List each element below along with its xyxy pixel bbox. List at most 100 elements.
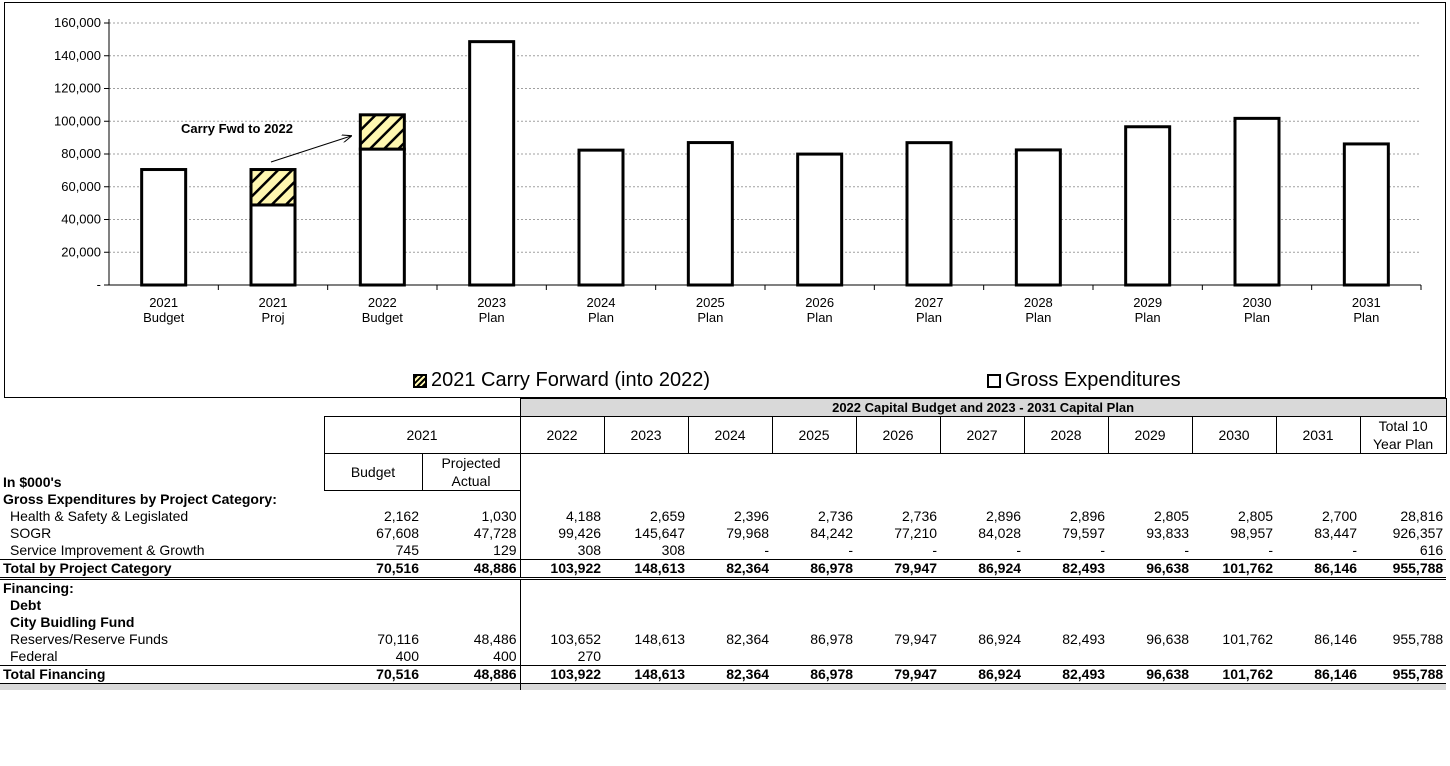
cell-value: 955,788: [1360, 559, 1447, 580]
cell-value: 308: [661, 542, 686, 558]
cell-value: 79,597: [1062, 525, 1106, 541]
table-row: Debt: [0, 597, 1446, 614]
cell-value: [688, 597, 772, 614]
cell-value: 47,728: [473, 525, 517, 541]
cell-value: [1192, 579, 1276, 598]
cell-value: [688, 491, 772, 509]
year-header: 2030: [1191, 416, 1277, 454]
header-blank: [0, 399, 520, 417]
row-label: Gross Expenditures by Project Category:: [3, 490, 277, 507]
cell-value: [688, 579, 772, 598]
bar-gross: [796, 152, 844, 287]
cell-value: [422, 491, 520, 509]
cell-value: 148,613: [634, 631, 686, 647]
row-label: Federal: [10, 648, 58, 664]
cell-value: 148,613: [604, 665, 689, 684]
chart-legend: 2021 Carry Forward (into 2022) Gross Exp…: [5, 369, 1447, 399]
cell-value: [688, 648, 772, 666]
x-tick-label-year: 2022: [368, 295, 397, 310]
cell-value: 2,736: [901, 508, 938, 524]
cell-value: 4,188: [519, 508, 605, 525]
cell-value: 86,978: [772, 559, 857, 580]
cell-value: [1360, 597, 1446, 614]
cell-value: 2,396: [733, 508, 770, 524]
cell-value: 101,762: [1192, 559, 1277, 580]
cell-value: 86,978: [810, 631, 854, 647]
annotation-arrow: [270, 136, 351, 163]
cell-value: 48,886: [422, 665, 521, 684]
x-tick-label-year: 2026: [805, 295, 834, 310]
cell-value: [1192, 648, 1276, 666]
cell-value: [519, 614, 605, 631]
cell-value: [1024, 614, 1108, 631]
cell-value: 308: [519, 542, 605, 560]
cell-value: 82,364: [688, 559, 773, 580]
cell-value: [604, 597, 688, 614]
footer-band: [0, 683, 1447, 690]
bar-gross: [1124, 125, 1172, 287]
cell-value: 28,816: [1400, 508, 1444, 524]
row-label: City Buidling Fund: [10, 614, 135, 630]
cell-value: [856, 579, 940, 598]
cell-value: [772, 491, 856, 509]
cell-value: [519, 490, 605, 508]
x-tick-label-year: 2021: [259, 295, 288, 310]
cell-value: 82,364: [726, 631, 770, 647]
cell-value: 86,978: [772, 665, 857, 684]
cell-value: [519, 597, 605, 614]
cell-value: -: [1352, 542, 1358, 558]
cell-value: [422, 614, 520, 631]
cell-value: [1024, 579, 1108, 598]
row-label: Financing:: [3, 580, 74, 596]
hatched-square-icon: [413, 373, 427, 388]
cell-value: [940, 597, 1024, 614]
bar-gross: [1233, 116, 1281, 287]
cell-value: 86,924: [940, 665, 1025, 684]
cell-value: 79,947: [856, 665, 941, 684]
cell-value: [604, 491, 688, 509]
cell-value: 48,886: [422, 559, 521, 580]
cell-value: [1276, 614, 1360, 631]
year-header: 2024: [687, 416, 773, 454]
table-row: Reserves/Reserve Funds 70,116 48,486 103,65…: [0, 631, 1446, 648]
x-tick-label-year: 2029: [1133, 295, 1162, 310]
bar-gross: [905, 141, 953, 287]
x-tick-label-type: Plan: [807, 310, 833, 325]
cell-value: [1108, 579, 1192, 598]
cell-value: 86,146: [1276, 665, 1361, 684]
row-label: Health & Safety & Legislated: [10, 508, 189, 524]
year-header: 2023: [603, 416, 689, 454]
cell-value: 86,146: [1314, 631, 1358, 647]
table-row: Health & Safety & Legislated 2,162 1,030 4,…: [0, 508, 1446, 525]
cell-value: [1192, 597, 1276, 614]
cell-value: [1276, 648, 1360, 666]
cell-value: -: [764, 542, 770, 558]
x-tick-label-year: 2031: [1352, 295, 1381, 310]
cell-value: 2,700: [1321, 508, 1358, 524]
cell-value: [1360, 491, 1446, 509]
cell-value: 77,210: [894, 525, 938, 541]
bar-gross: [249, 203, 297, 287]
year-header: 2025: [771, 416, 857, 454]
x-tick-label-year: 2021: [149, 295, 178, 310]
cell-value: 96,638: [1146, 631, 1190, 647]
projected-header: Projected Actual: [421, 453, 521, 491]
row-label: Total Financing: [0, 665, 324, 684]
cell-value: -: [1268, 542, 1274, 558]
cell-value: [604, 579, 688, 598]
cell-value: 2,896: [1069, 508, 1106, 524]
x-tick-label-year: 2025: [696, 295, 725, 310]
cell-value: 70,516: [324, 665, 422, 684]
y-tick-label: 60,000: [61, 179, 101, 194]
cell-value: 129: [493, 542, 517, 558]
x-tick-label-type: Plan: [1244, 310, 1270, 325]
bar-gross: [358, 147, 406, 287]
cell-value: [856, 597, 940, 614]
header-blank: [0, 417, 324, 454]
x-tick-label-year: 2024: [587, 295, 616, 310]
cell-value: [1276, 597, 1360, 614]
x-tick-label-type: Plan: [479, 310, 505, 325]
y-tick-label: 40,000: [61, 212, 101, 227]
cell-value: 2,659: [649, 508, 686, 524]
cell-value: 2,805: [1237, 508, 1274, 524]
